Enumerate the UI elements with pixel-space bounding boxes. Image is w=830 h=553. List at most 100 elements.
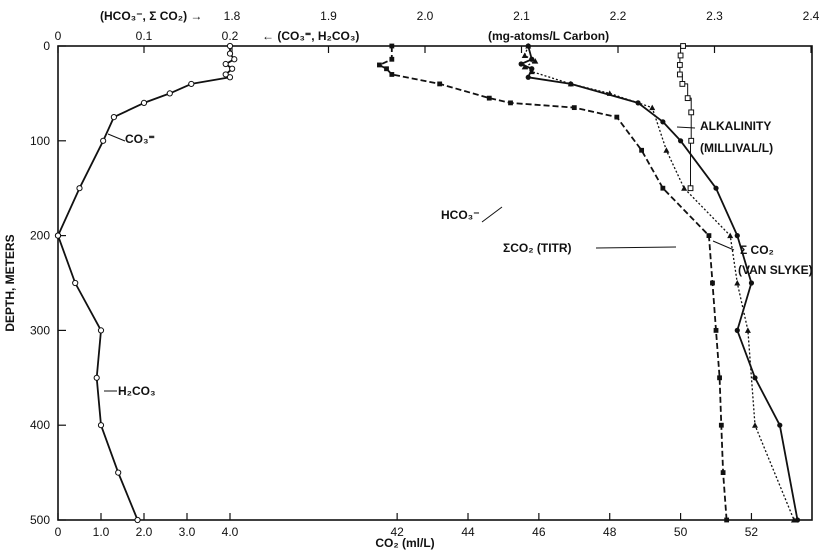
- point-hco-11: [660, 185, 666, 191]
- point-co-titr-13: [751, 422, 758, 428]
- series-alkalinity-millival-l: [676, 43, 695, 192]
- point-alkalinity-millival-l-1: [677, 52, 684, 59]
- top-hco3-tick-label-2-0: 2.0: [417, 9, 434, 23]
- point-hco-5: [437, 81, 443, 87]
- annotation-co3: CO₃⁼: [125, 132, 155, 146]
- top-hco3-tick-label-2-1: 2.1: [513, 9, 530, 23]
- y-axis-title: DEPTH, METERS: [3, 234, 17, 331]
- series-layer: [54, 42, 801, 524]
- top-axis-title-hco3: (HCO₃⁻, Σ CO₂) →: [100, 9, 202, 23]
- annotation-hco3: HCO₃⁻: [441, 208, 480, 222]
- point-co-9: [140, 99, 148, 106]
- top-co3-tick-label-0-1: 0.1: [136, 29, 153, 43]
- point-hco-16: [718, 422, 724, 428]
- point-co-6: [226, 74, 234, 81]
- point-co-van-slyke-10: [734, 233, 740, 239]
- leader-hco3: [481, 206, 503, 223]
- annotation-alkalinity: ALKALINITY: [700, 119, 771, 133]
- bottom-axis: 0 1.0 2.0 3.0 4.0 42 44 46 48 50 52: [55, 513, 758, 539]
- point-co-van-slyke-1: [529, 56, 535, 62]
- point-alkalinity-millival-l-3: [676, 71, 683, 78]
- x-tick-label-50: 50: [674, 525, 688, 539]
- point-hco-6: [486, 95, 492, 101]
- point-hco-18: [724, 517, 730, 523]
- top-hco3-tick-label-2-2: 2.2: [610, 9, 627, 23]
- point-co-van-slyke-14: [777, 422, 783, 428]
- point-co-van-slyke-15: [794, 517, 801, 523]
- top-hco3-tick-label-2-4: 2.4: [803, 9, 820, 23]
- point-co-van-slyke-8: [677, 138, 684, 144]
- point-co-10: [110, 114, 118, 121]
- point-co-titr-7: [649, 104, 656, 111]
- point-h-co-5: [115, 469, 122, 476]
- point-alkalinity-millival-l-8: [687, 185, 694, 192]
- point-co-van-slyke-3: [529, 66, 535, 72]
- point-alkalinity-millival-l-5: [684, 95, 691, 102]
- point-hco-0: [389, 43, 395, 49]
- plot-frame: [57, 45, 813, 521]
- point-co-van-slyke-0: [525, 43, 531, 49]
- top-hco3-tick-label-2-3: 2.3: [706, 9, 723, 23]
- annotation-sigma-co2: Σ CO₂: [740, 243, 774, 257]
- left-axis: 0 100 200 300 400 500: [30, 39, 66, 527]
- x-tick-label-0: 0: [55, 525, 62, 539]
- series-h-co: [54, 232, 141, 524]
- point-alkalinity-millival-l-4: [679, 81, 686, 87]
- series-co: [54, 42, 238, 239]
- point-co-titr-2: [532, 58, 539, 64]
- x-axis-title: CO₂ (ml/L): [375, 536, 434, 550]
- point-h-co-6: [134, 516, 141, 524]
- point-co-titr-9: [681, 185, 688, 191]
- point-hco-12: [706, 233, 712, 238]
- x-tick-label-2-0: 2.0: [136, 525, 153, 539]
- point-hco-9: [614, 114, 620, 120]
- point-co-van-slyke-7: [660, 119, 666, 125]
- point-co-5: [222, 71, 229, 78]
- point-hco-2: [377, 62, 382, 68]
- series-line-hco: [378, 46, 728, 521]
- point-co-8: [166, 90, 173, 97]
- point-co-van-slyke-6: [635, 100, 641, 106]
- x-tick-label-46: 46: [532, 525, 546, 539]
- point-hco-17: [720, 470, 726, 475]
- point-co-11: [100, 137, 107, 144]
- leader-alk: [676, 126, 696, 129]
- point-co-van-slyke-11: [748, 280, 755, 286]
- x-tick-label-44: 44: [461, 525, 475, 539]
- point-co-1: [226, 50, 234, 57]
- point-hco-13: [710, 280, 715, 286]
- top-co3-tick-label-0: 0: [55, 29, 62, 43]
- point-h-co-4: [97, 422, 105, 429]
- point-co-0: [226, 42, 234, 50]
- point-co-12: [76, 185, 83, 192]
- series-co-van-slyke: [518, 43, 801, 523]
- annotation-leaders: [104, 126, 735, 392]
- point-co-van-slyke-2: [518, 61, 524, 67]
- top-hco3-tick-label-1-8: 1.8: [224, 9, 241, 23]
- y-tick-label-200: 200: [30, 229, 50, 243]
- point-alkalinity-millival-l-0: [680, 43, 686, 49]
- annotation-millival: (MILLIVAL/L): [700, 141, 773, 155]
- y-tick-label-100: 100: [30, 134, 50, 148]
- point-hco-7: [508, 100, 513, 106]
- point-co-van-slyke-5: [568, 81, 574, 87]
- point-hco-8: [571, 105, 577, 111]
- point-h-co-1: [72, 279, 79, 287]
- point-co-van-slyke-13: [752, 375, 758, 381]
- x-tick-label-42: 42: [390, 525, 404, 539]
- point-co-van-slyke-12: [734, 327, 740, 333]
- point-co-titr-12: [744, 327, 751, 333]
- point-co-titr-10: [727, 232, 734, 239]
- x-tick-label-1-0: 1.0: [93, 525, 110, 539]
- top-hco3-tick-label-1-9: 1.9: [320, 9, 337, 23]
- point-alkalinity-millival-l-6: [688, 109, 695, 116]
- leader-co3: [107, 133, 126, 142]
- series-hco: [377, 43, 730, 523]
- point-co-2: [231, 56, 238, 63]
- point-co-titr-1: [521, 52, 528, 58]
- x-tick-label-48: 48: [603, 525, 617, 539]
- point-hco-15: [717, 375, 722, 381]
- point-hco-4: [389, 72, 395, 77]
- leader-titr: [595, 246, 677, 249]
